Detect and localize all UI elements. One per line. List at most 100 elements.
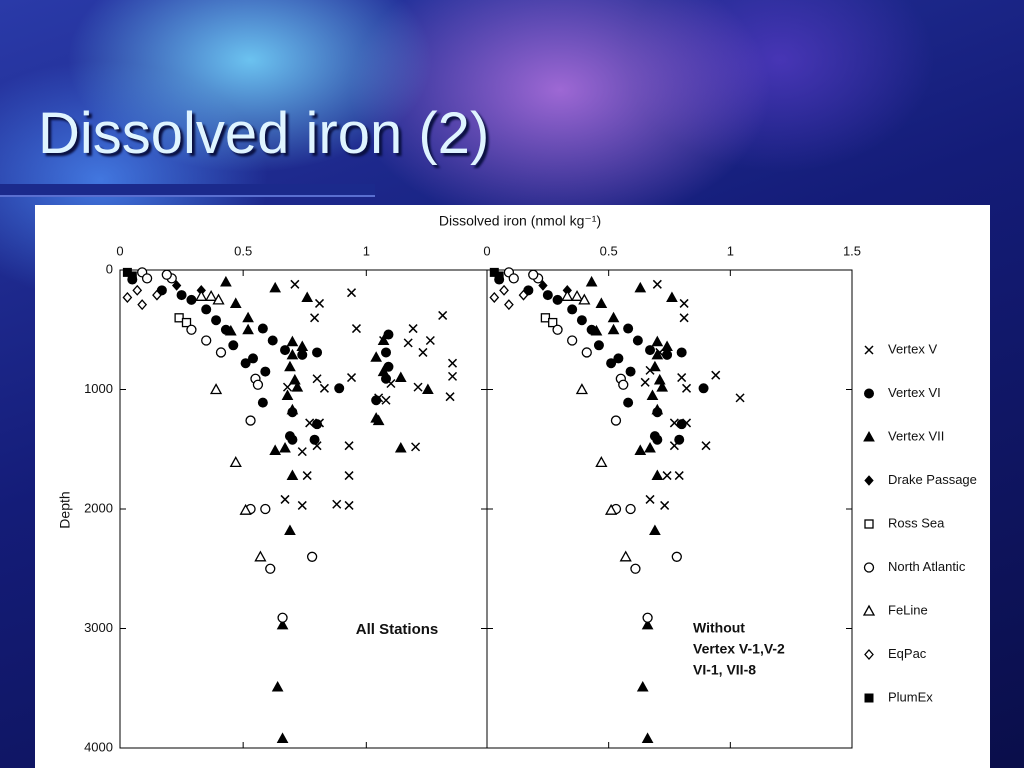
data-point xyxy=(137,299,148,311)
data-point xyxy=(287,434,298,445)
data-point xyxy=(640,377,650,387)
x-tick-label: 0.5 xyxy=(234,243,252,258)
data-point xyxy=(171,280,182,291)
data-point xyxy=(674,471,684,481)
data-point xyxy=(346,288,357,298)
data-point xyxy=(176,290,187,301)
data-point xyxy=(656,381,669,392)
data-point xyxy=(671,551,682,562)
data-point xyxy=(711,370,721,380)
data-point xyxy=(674,434,685,445)
data-point xyxy=(346,373,357,383)
x-tick-label: 0.5 xyxy=(600,243,618,258)
data-point xyxy=(291,381,304,392)
data-point xyxy=(632,335,643,346)
data-point xyxy=(277,612,288,623)
data-point xyxy=(504,299,514,311)
data-point xyxy=(229,456,242,468)
data-point xyxy=(682,383,692,393)
data-point xyxy=(269,281,282,293)
data-point xyxy=(548,317,558,328)
data-point xyxy=(371,395,382,406)
y-tick-label: 3000 xyxy=(84,620,113,635)
data-point xyxy=(152,289,162,301)
data-point xyxy=(319,383,329,393)
data-point xyxy=(224,324,237,336)
legend-label: Drake Passage xyxy=(888,472,977,487)
data-point xyxy=(625,503,636,515)
data-point xyxy=(677,373,687,383)
data-point xyxy=(271,681,284,692)
data-point xyxy=(422,383,434,394)
legend-label: Vertex VI xyxy=(888,385,941,400)
legend-marker xyxy=(864,345,874,355)
x-tick-label: 1.5 xyxy=(843,243,861,258)
y-tick-label: 1000 xyxy=(84,381,113,396)
data-point xyxy=(540,313,551,323)
data-point xyxy=(698,383,709,394)
data-point xyxy=(604,503,618,515)
data-point xyxy=(312,374,322,384)
legend-marker xyxy=(862,604,876,616)
data-point xyxy=(590,324,603,336)
data-point xyxy=(248,353,259,364)
data-point xyxy=(201,304,212,315)
data-point xyxy=(642,612,653,623)
data-point xyxy=(649,524,661,536)
data-point xyxy=(310,313,320,323)
data-point xyxy=(286,348,299,360)
data-point xyxy=(284,524,296,536)
legend-marker xyxy=(864,649,874,660)
data-point xyxy=(645,345,656,356)
data-point xyxy=(634,281,647,293)
data-point xyxy=(265,563,276,574)
data-point xyxy=(403,338,413,348)
data-point xyxy=(242,323,254,335)
data-point xyxy=(652,434,663,445)
data-point xyxy=(314,298,325,308)
data-point xyxy=(651,469,664,481)
data-point xyxy=(332,499,342,509)
data-point xyxy=(610,415,622,426)
data-point xyxy=(494,271,504,281)
data-point xyxy=(661,340,673,351)
x-axis-label: Dissolved iron (nmol kg⁻¹) xyxy=(439,213,601,229)
data-point xyxy=(306,551,318,562)
data-point xyxy=(652,279,662,289)
data-point xyxy=(585,275,598,287)
data-point xyxy=(334,383,345,394)
data-point xyxy=(508,273,519,284)
legend-marker xyxy=(863,430,875,442)
data-point xyxy=(735,393,745,403)
data-point xyxy=(623,397,634,408)
data-point xyxy=(570,289,584,301)
data-point xyxy=(257,397,268,408)
data-point xyxy=(344,441,354,451)
data-point xyxy=(254,550,267,562)
data-point xyxy=(651,335,664,347)
data-point xyxy=(595,297,608,308)
data-point xyxy=(499,284,509,296)
data-point xyxy=(606,358,617,369)
data-point xyxy=(296,340,309,351)
data-point xyxy=(561,289,574,301)
data-point xyxy=(447,371,458,381)
data-point xyxy=(252,379,264,390)
data-point xyxy=(679,298,689,308)
data-point xyxy=(297,349,308,360)
data-point xyxy=(286,469,299,481)
data-point xyxy=(269,444,282,455)
x-tick-label: 1 xyxy=(727,243,734,258)
data-point xyxy=(215,347,227,358)
data-point xyxy=(205,289,218,301)
data-point xyxy=(575,383,589,395)
x-tick-label: 0 xyxy=(116,243,123,258)
data-point xyxy=(195,289,208,301)
data-point xyxy=(649,360,661,372)
data-point xyxy=(276,618,289,630)
data-point xyxy=(297,500,307,510)
data-point xyxy=(267,335,278,346)
data-point xyxy=(286,403,299,415)
